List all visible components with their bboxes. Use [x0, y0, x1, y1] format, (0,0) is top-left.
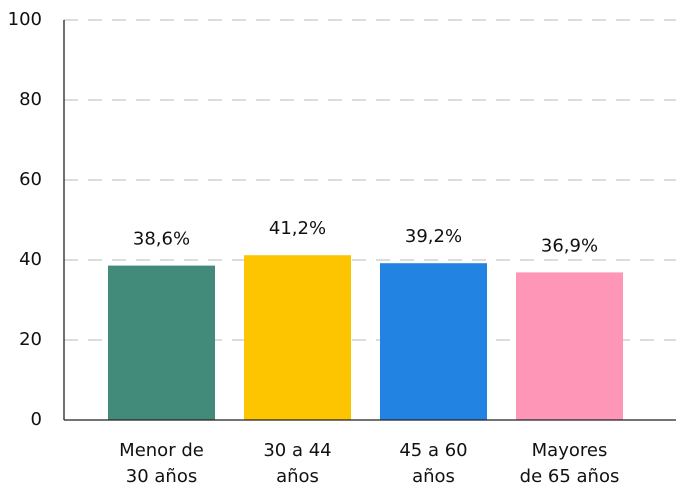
bar	[516, 272, 623, 420]
x-tick-label: 45 a 60	[399, 440, 467, 461]
x-tick-label: años	[276, 466, 319, 487]
y-tick-label: 80	[19, 89, 42, 110]
x-tick-label: de 65 años	[520, 466, 620, 487]
x-tick-label: Mayores	[532, 440, 608, 461]
x-tick-label: 30 años	[126, 466, 197, 487]
x-tick-label: años	[412, 466, 455, 487]
y-tick-label: 60	[19, 169, 42, 190]
y-tick-label: 40	[19, 249, 42, 270]
y-tick-label: 100	[8, 9, 42, 30]
value-label: 38,6%	[133, 229, 190, 250]
bar	[108, 265, 215, 420]
value-label: 36,9%	[541, 235, 598, 256]
x-tick-label: Menor de	[119, 440, 204, 461]
x-tick-label: 30 a 44	[263, 440, 331, 461]
y-tick-label: 20	[19, 329, 42, 350]
bar	[244, 255, 351, 420]
value-label: 39,2%	[405, 226, 462, 247]
bar	[380, 263, 487, 420]
value-label: 41,2%	[269, 218, 326, 239]
y-tick-label: 0	[31, 409, 42, 430]
